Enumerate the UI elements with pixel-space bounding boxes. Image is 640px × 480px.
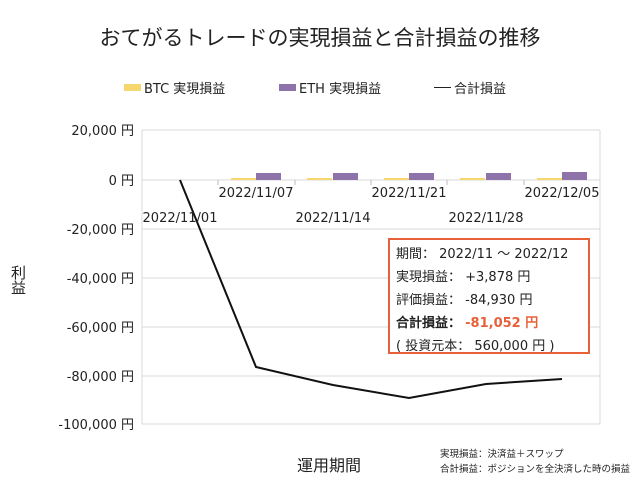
x-axis-label: 運用期間 <box>297 456 362 475</box>
realized-text: 実現損益： +3,878 円 <box>396 270 531 285</box>
unrealized-text: 評価損益： -84,930 円 <box>396 293 533 308</box>
total-label: 合計損益： <box>396 316 462 331</box>
note-realized: 実現損益：決済益＋スワップ <box>440 449 564 460</box>
legend-total-label: 合計損益 <box>454 82 507 97</box>
legend-btc-label: BTC 実現損益 <box>144 82 226 97</box>
x-tick: 2022/11/01 <box>143 211 218 226</box>
total-value: -81,052 円 <box>465 316 539 331</box>
principal-text: ( 投資元本： 560,000 円 ) <box>396 339 555 354</box>
x-tick: 2022/11/28 <box>449 211 524 226</box>
total-row: 合計損益： -81,052 円 <box>396 312 582 335</box>
btc-swatch-icon <box>124 84 141 91</box>
summary-box: 期間： 2022/11 ～ 2022/12 実現損益： +3,878 円 評価損… <box>388 238 590 354</box>
legend-eth: ETH 実現損益 <box>279 78 381 97</box>
legend-total: 合計損益 <box>434 78 506 97</box>
y-axis-label: 利益 <box>9 265 27 295</box>
y-tick: -80,000 円 <box>67 370 134 385</box>
y-tick: -100,000 円 <box>58 418 134 433</box>
y-tick: -60,000 円 <box>67 321 134 336</box>
eth-swatch-icon <box>279 84 296 91</box>
period-text: 期間： 2022/11 ～ 2022/12 <box>396 247 569 262</box>
note-total: 合計損益：ポジションを全決済した時の損益 <box>440 464 631 475</box>
legend-eth-label: ETH 実現損益 <box>299 82 382 97</box>
y-tick: -40,000 円 <box>67 272 134 287</box>
x-tick: 2022/11/14 <box>296 211 371 226</box>
legend-btc: BTC 実現損益 <box>124 78 225 97</box>
x-tick: 2022/11/07 <box>219 186 294 201</box>
x-tick: 2022/11/21 <box>372 186 447 201</box>
x-tick: 2022/12/05 <box>525 186 600 201</box>
y-tick: 0 円 <box>109 174 134 189</box>
y-tick: 20,000 円 <box>71 124 134 139</box>
chart-title: おてがるトレードの実現損益と合計損益の推移 <box>99 26 541 50</box>
y-tick: -20,000 円 <box>67 223 134 238</box>
line-swatch-icon <box>434 86 451 89</box>
